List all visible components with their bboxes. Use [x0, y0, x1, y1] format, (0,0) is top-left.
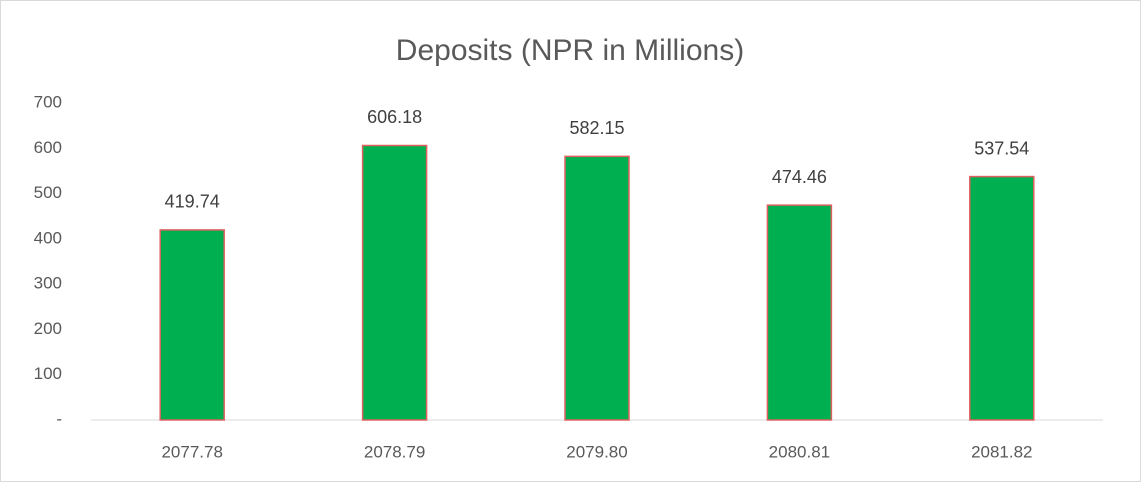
y-tick-label: 700 [34, 92, 62, 111]
bar [564, 155, 630, 421]
bar [766, 204, 833, 421]
y-tick-label: 400 [34, 228, 62, 247]
x-tick-label: 2078.79 [364, 442, 425, 461]
value-label: 606.18 [367, 107, 422, 127]
x-tick-label: 2079.80 [566, 442, 627, 461]
value-label: 582.15 [569, 118, 624, 138]
bar [159, 229, 225, 421]
x-tick-label: 2080.81 [769, 442, 830, 461]
y-tick-label: 500 [34, 183, 62, 202]
y-tick-label: - [56, 409, 62, 428]
value-label: 537.54 [974, 138, 1029, 158]
value-label: 474.46 [772, 167, 827, 187]
bar [969, 175, 1035, 421]
chart-title: Deposits (NPR in Millions) [396, 34, 744, 67]
x-tick-label: 2081.82 [971, 442, 1032, 461]
y-tick-label: 600 [34, 138, 62, 157]
y-tick-label: 300 [34, 274, 62, 293]
y-tick-label: 200 [34, 319, 62, 338]
x-tick-label: 2077.78 [161, 442, 222, 461]
y-tick-label: 100 [34, 364, 62, 383]
bar [361, 144, 428, 421]
value-label: 419.74 [165, 192, 220, 212]
